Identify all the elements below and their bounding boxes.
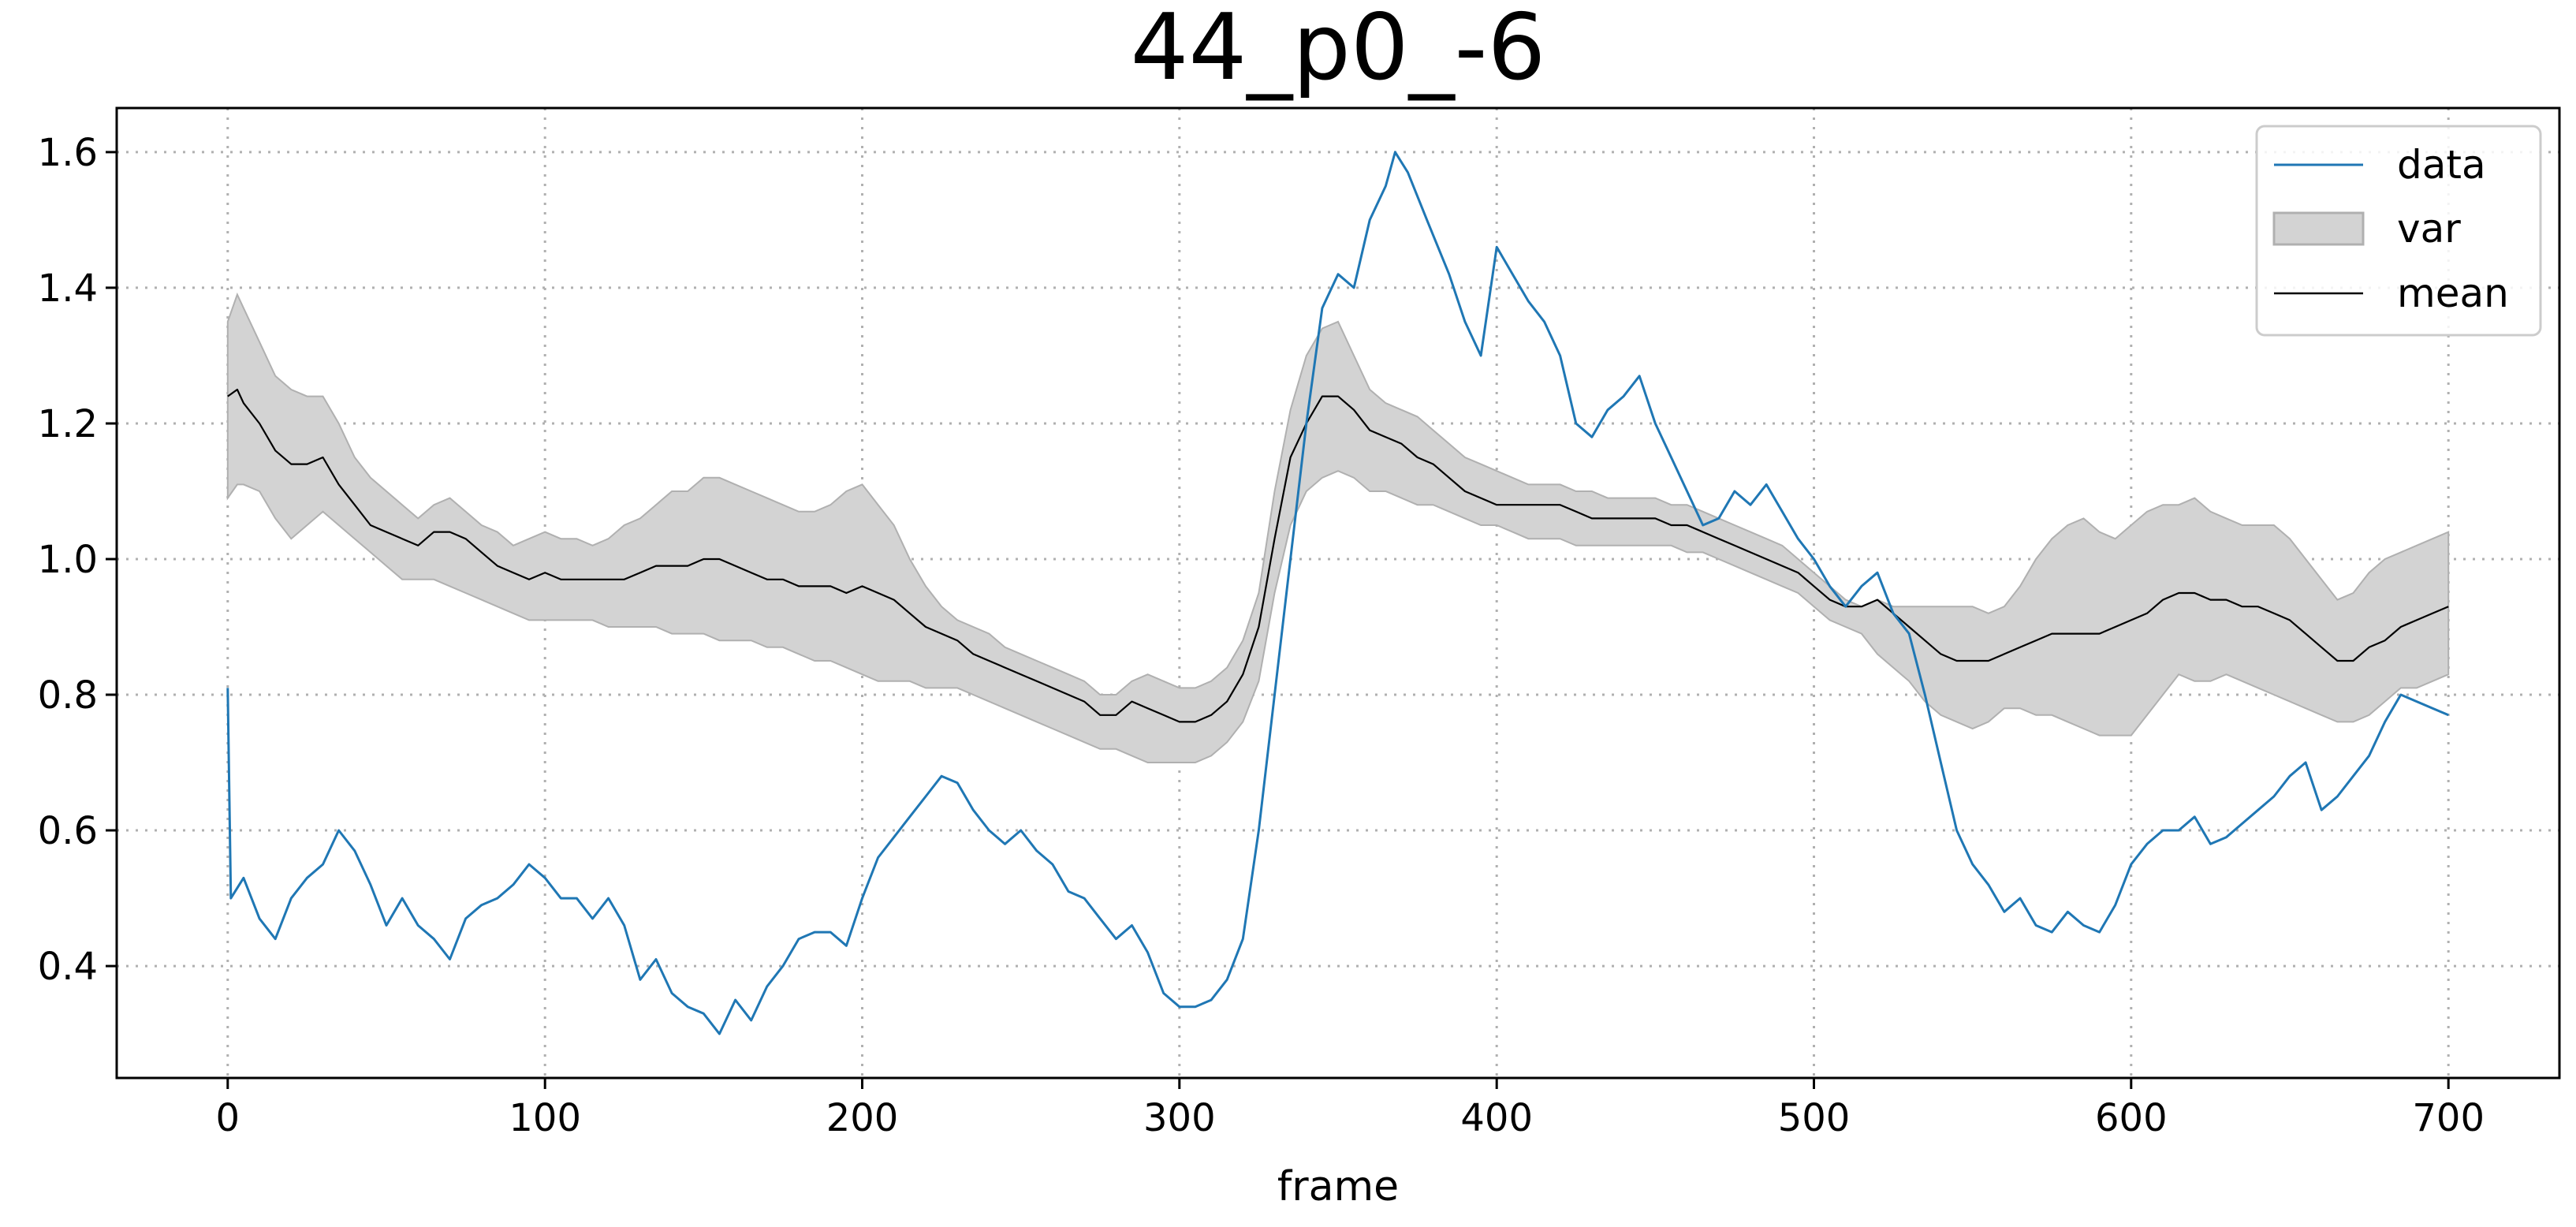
x-tick-label: 300 [1143, 1096, 1216, 1140]
y-tick-label: 0.8 [38, 673, 98, 718]
legend-data-label: data [2397, 142, 2486, 188]
legend-mean-label: mean [2397, 270, 2509, 316]
y-tick-label: 1.0 [38, 538, 98, 582]
x-tick-label: 600 [2095, 1096, 2168, 1140]
legend: data var mean [2255, 125, 2542, 337]
mean-line-layer [227, 388, 2449, 723]
x-tick-label: 500 [1778, 1096, 1851, 1140]
data-line-layer [226, 151, 2449, 1035]
x-tick-label: 400 [1460, 1096, 1533, 1140]
legend-var-label: var [2397, 206, 2461, 252]
axis-ticks: 0 100 200 300 400 500 600 700 0.4 0.6 0.8 1.0 1.2 1.4… [38, 131, 2485, 1140]
x-tick-label: 0 [216, 1096, 240, 1140]
mean-line [227, 388, 2449, 723]
chart-title: 44_p0_-6 [1131, 0, 1546, 101]
x-tick-label: 100 [509, 1096, 581, 1140]
legend-box [2255, 125, 2542, 337]
y-tick-label: 0.6 [38, 809, 98, 853]
y-tick-label: 1.4 [38, 267, 98, 311]
data-line [226, 151, 2449, 1035]
x-tick-label: 700 [2412, 1096, 2485, 1140]
x-tick-label: 200 [826, 1096, 899, 1140]
y-tick-label: 1.2 [38, 402, 98, 446]
plot-frame [115, 106, 2561, 1080]
legend-var-swatch [2272, 211, 2365, 246]
x-axis-label: frame [1277, 1163, 1399, 1210]
var-band [226, 292, 2450, 763]
var-band-layer [226, 292, 2450, 763]
y-tick-label: 1.6 [38, 131, 98, 175]
y-tick-label: 0.4 [38, 945, 98, 989]
